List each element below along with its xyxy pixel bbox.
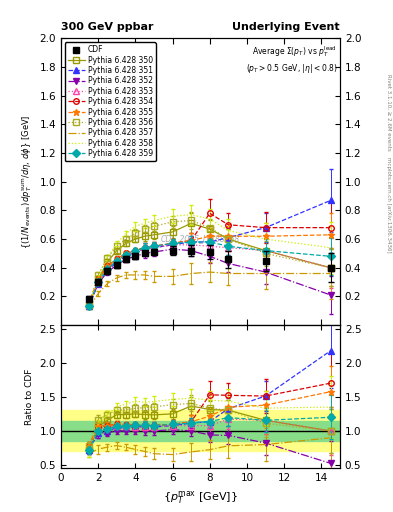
Text: Rivet 3.1.10, ≥ 2.6M events: Rivet 3.1.10, ≥ 2.6M events xyxy=(386,74,391,151)
Text: Underlying Event: Underlying Event xyxy=(232,22,340,32)
Y-axis label: $\{(1/N_\mathrm{events})\,dp_T^\mathrm{sum}/d\eta,\,d\phi\}$ [GeV]: $\{(1/N_\mathrm{events})\,dp_T^\mathrm{s… xyxy=(20,115,34,249)
Text: Average $\Sigma(p_T)$ vs $p_T^\mathrm{lead}$
($p_T > 0.5$ GeV, $|\eta| < 0.8$): Average $\Sigma(p_T)$ vs $p_T^\mathrm{le… xyxy=(246,44,337,75)
Bar xyxy=(61,411,340,452)
Text: mcplots.cern.ch [arXiv:1306.3436]: mcplots.cern.ch [arXiv:1306.3436] xyxy=(386,157,391,252)
Bar xyxy=(61,421,340,441)
Text: CDF_2015_I1388868: CDF_2015_I1388868 xyxy=(161,234,240,244)
Text: 300 GeV ppbar: 300 GeV ppbar xyxy=(61,22,153,32)
Y-axis label: Ratio to CDF: Ratio to CDF xyxy=(25,369,34,425)
Legend: CDF, Pythia 6.428 350, Pythia 6.428 351, Pythia 6.428 352, Pythia 6.428 353, Pyt: CDF, Pythia 6.428 350, Pythia 6.428 351,… xyxy=(65,42,156,161)
X-axis label: $\{p_T^\mathrm{max}$ [GeV]$\}$: $\{p_T^\mathrm{max}$ [GeV]$\}$ xyxy=(163,489,238,506)
